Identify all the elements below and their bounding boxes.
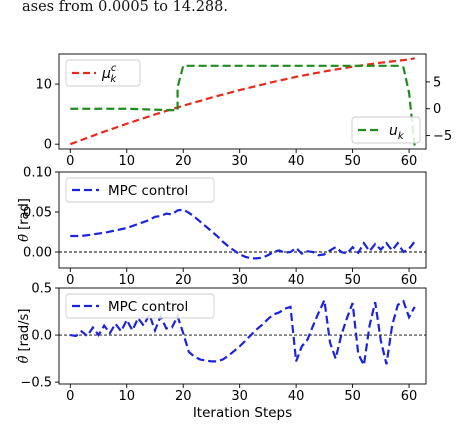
- x-tick-label-1: 20: [175, 154, 192, 169]
- x-tick-label-1: 40: [288, 154, 305, 169]
- y-tick-label-3: −0.5: [20, 376, 52, 391]
- caption-fragment: ases from 0.0005 to 14.288.: [22, 0, 462, 18]
- legend-box-u: [351, 116, 421, 144]
- y-tick-label-1: 10: [35, 78, 52, 93]
- y-right-tick-label: −5: [433, 129, 452, 144]
- x-tick-label-2: 50: [344, 273, 361, 288]
- y-axis-label-3: θ̄̇ [rad/s]: [15, 309, 32, 364]
- legend-box-mpc-3: [65, 293, 215, 319]
- y-tick-label-2: 0.10: [23, 166, 52, 181]
- x-tick-label-2: 30: [231, 273, 248, 288]
- caption-value-to: 14.288.: [172, 0, 228, 15]
- plot-frame-2: [58, 171, 427, 269]
- x-tick-label-1: 0: [66, 154, 74, 169]
- x-tick-label-2: 10: [118, 273, 135, 288]
- legend-box-mpc-2: [65, 177, 215, 203]
- series-line-u: [70, 64, 416, 147]
- legend-label-mpc-2: MPC control: [108, 183, 188, 199]
- y-tick-label-2: 0.05: [23, 206, 52, 221]
- y-right-tick-label: 0: [433, 102, 441, 117]
- x-tick-label-3: 50: [344, 389, 361, 404]
- plot-frame-3: [58, 287, 427, 385]
- legend-label-mpc-3: MPC control: [108, 299, 188, 315]
- x-tick-label-3: 20: [175, 389, 192, 404]
- caption-value-from: 0.0005: [98, 0, 149, 15]
- series-line-mpc-3: [70, 296, 416, 369]
- y-axis-label-2: θ̄ [rad]: [17, 198, 32, 242]
- y-tick-label-3: 0.0: [31, 329, 52, 344]
- x-tick-label-3: 10: [118, 389, 135, 404]
- y-tick-label-3: 0.5: [31, 282, 52, 297]
- x-tick-label-2: 0: [66, 273, 74, 288]
- legend-label-mu: μc k: [101, 63, 117, 85]
- y-tick-label-2: 0.00: [23, 246, 52, 261]
- y-tick-label-1: 0: [44, 138, 52, 153]
- series-line-mpc-2: [70, 208, 416, 260]
- y-axis-label-text-2: θ̄ [rad]: [17, 198, 32, 242]
- series-line-mu: [69, 57, 415, 146]
- legend-box-mu: [65, 59, 141, 87]
- caption-prefix: ases from: [22, 0, 94, 15]
- x-tick-label-1: 50: [344, 154, 361, 169]
- x-tick-label-1: 30: [231, 154, 248, 169]
- x-tick-label-2: 40: [288, 273, 305, 288]
- x-tick-label-1: 60: [401, 154, 418, 169]
- x-tick-label-2: 20: [175, 273, 192, 288]
- x-tick-label-3: 40: [288, 389, 305, 404]
- y-axis-label-text-3: θ̄̇ [rad/s]: [15, 309, 32, 364]
- caption-word-to: to: [153, 0, 169, 15]
- x-tick-label-1: 10: [118, 154, 135, 169]
- x-axis-label: Iteration Steps: [193, 405, 292, 421]
- x-tick-label-3: 0: [66, 389, 74, 404]
- y-right-tick-label: 5: [433, 75, 441, 90]
- legend-label-u: uk: [389, 123, 405, 142]
- x-tick-label-3: 30: [231, 389, 248, 404]
- plot-frame-1: [58, 53, 427, 150]
- x-tick-label-3: 60: [401, 389, 418, 404]
- x-tick-label-2: 60: [401, 273, 418, 288]
